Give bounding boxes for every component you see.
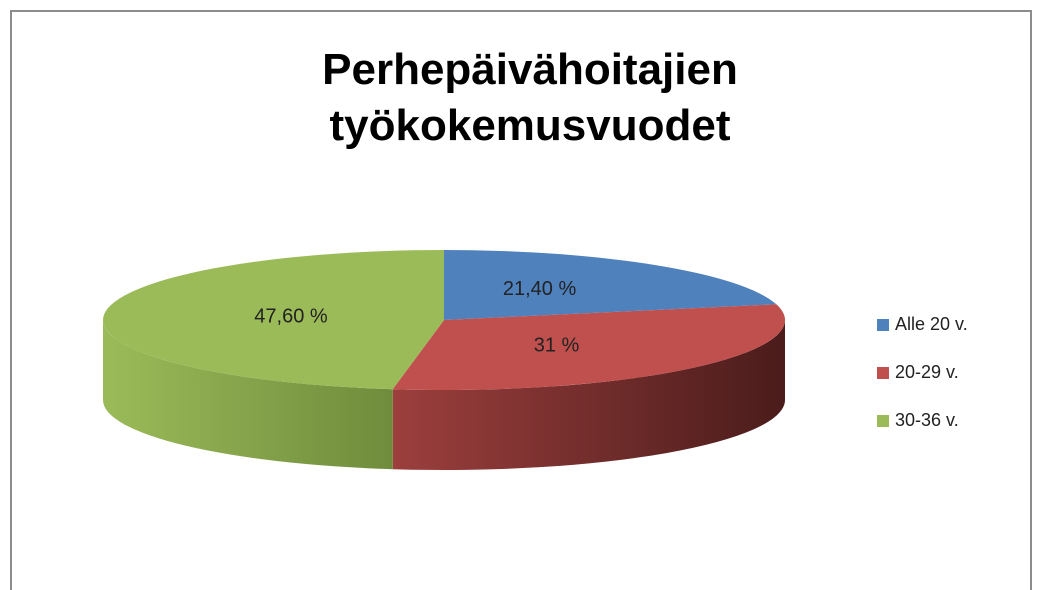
pie-slice: [444, 250, 777, 320]
legend-label: Alle 20 v.: [895, 314, 968, 334]
pie-slice-side: [103, 320, 393, 470]
pie-slice-side: [392, 320, 785, 470]
chart-frame: [10, 10, 1032, 590]
data-label: 47,60 %: [254, 305, 328, 327]
pie-slice: [102, 250, 444, 390]
pie-slice: [392, 304, 785, 390]
chart-title: Perhepäivähoitajien työkokemusvuodet: [322, 45, 738, 150]
legend-swatch: [877, 415, 889, 427]
legend-swatch: [877, 319, 889, 331]
legend-label: 30-36 v.: [895, 410, 959, 430]
legend-label: 20-29 v.: [895, 362, 959, 382]
data-label: 21,40 %: [503, 278, 577, 300]
data-label: 31 %: [534, 334, 580, 356]
legend-swatch: [877, 367, 889, 379]
